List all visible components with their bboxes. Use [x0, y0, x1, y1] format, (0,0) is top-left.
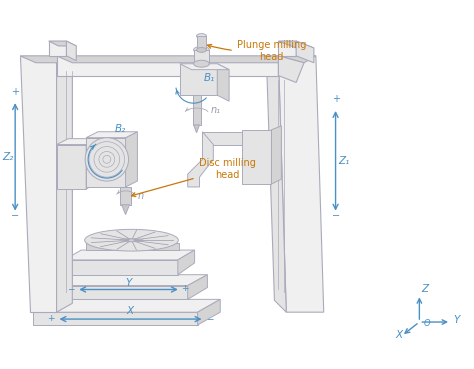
Polygon shape — [50, 275, 208, 286]
Polygon shape — [56, 56, 304, 63]
Text: −: − — [331, 210, 340, 221]
Text: +: + — [47, 314, 55, 323]
Text: Z₂: Z₂ — [2, 152, 13, 162]
Text: B₁: B₁ — [203, 73, 215, 83]
Text: Plunge milling
head: Plunge milling head — [208, 40, 306, 62]
Text: O: O — [423, 319, 430, 328]
Text: Z₁: Z₁ — [338, 156, 350, 166]
Polygon shape — [86, 138, 126, 187]
Polygon shape — [122, 205, 129, 214]
Polygon shape — [278, 56, 324, 312]
Polygon shape — [119, 187, 131, 205]
Polygon shape — [217, 64, 229, 101]
Polygon shape — [242, 130, 272, 184]
Polygon shape — [33, 299, 220, 312]
Ellipse shape — [85, 138, 128, 181]
Polygon shape — [86, 132, 137, 138]
Ellipse shape — [193, 46, 210, 54]
Polygon shape — [188, 132, 213, 187]
Polygon shape — [86, 139, 98, 189]
Text: −: − — [67, 284, 74, 293]
Polygon shape — [188, 275, 208, 299]
Ellipse shape — [197, 48, 206, 52]
Polygon shape — [178, 250, 195, 275]
Polygon shape — [86, 243, 179, 250]
Polygon shape — [126, 132, 137, 187]
Ellipse shape — [193, 60, 210, 67]
Polygon shape — [56, 56, 73, 312]
Polygon shape — [272, 126, 282, 184]
Text: +: + — [332, 94, 339, 104]
Text: X: X — [127, 306, 134, 316]
Polygon shape — [66, 41, 76, 61]
Polygon shape — [180, 64, 229, 70]
Polygon shape — [33, 312, 198, 325]
Ellipse shape — [197, 34, 206, 39]
Polygon shape — [49, 41, 76, 46]
Text: Y: Y — [453, 315, 459, 325]
Polygon shape — [278, 41, 314, 48]
Text: Disc milling
head: Disc milling head — [132, 158, 255, 197]
Text: n₁: n₁ — [210, 105, 220, 115]
Polygon shape — [197, 36, 206, 50]
Polygon shape — [49, 41, 66, 56]
Polygon shape — [56, 145, 86, 189]
Text: −: − — [206, 314, 213, 323]
Polygon shape — [193, 125, 200, 133]
Text: Z: Z — [421, 284, 428, 294]
Text: +: + — [181, 284, 189, 293]
Ellipse shape — [128, 239, 135, 241]
Polygon shape — [20, 56, 56, 312]
Polygon shape — [193, 50, 210, 64]
Polygon shape — [278, 56, 304, 82]
Polygon shape — [278, 41, 296, 56]
Polygon shape — [202, 132, 242, 145]
Polygon shape — [20, 56, 73, 63]
Polygon shape — [50, 286, 188, 299]
Text: Y: Y — [125, 277, 132, 287]
Polygon shape — [198, 299, 220, 325]
Polygon shape — [180, 64, 217, 95]
Text: n: n — [137, 191, 144, 201]
Polygon shape — [192, 95, 201, 125]
Ellipse shape — [85, 230, 178, 251]
Text: +: + — [11, 87, 19, 97]
Polygon shape — [266, 56, 286, 312]
Text: −: − — [11, 210, 19, 221]
Polygon shape — [266, 56, 316, 63]
Polygon shape — [296, 41, 314, 63]
Polygon shape — [56, 139, 98, 145]
Polygon shape — [64, 260, 178, 275]
Text: X: X — [396, 330, 403, 340]
Polygon shape — [56, 56, 278, 76]
Polygon shape — [64, 250, 195, 260]
Text: B₂: B₂ — [115, 124, 126, 134]
